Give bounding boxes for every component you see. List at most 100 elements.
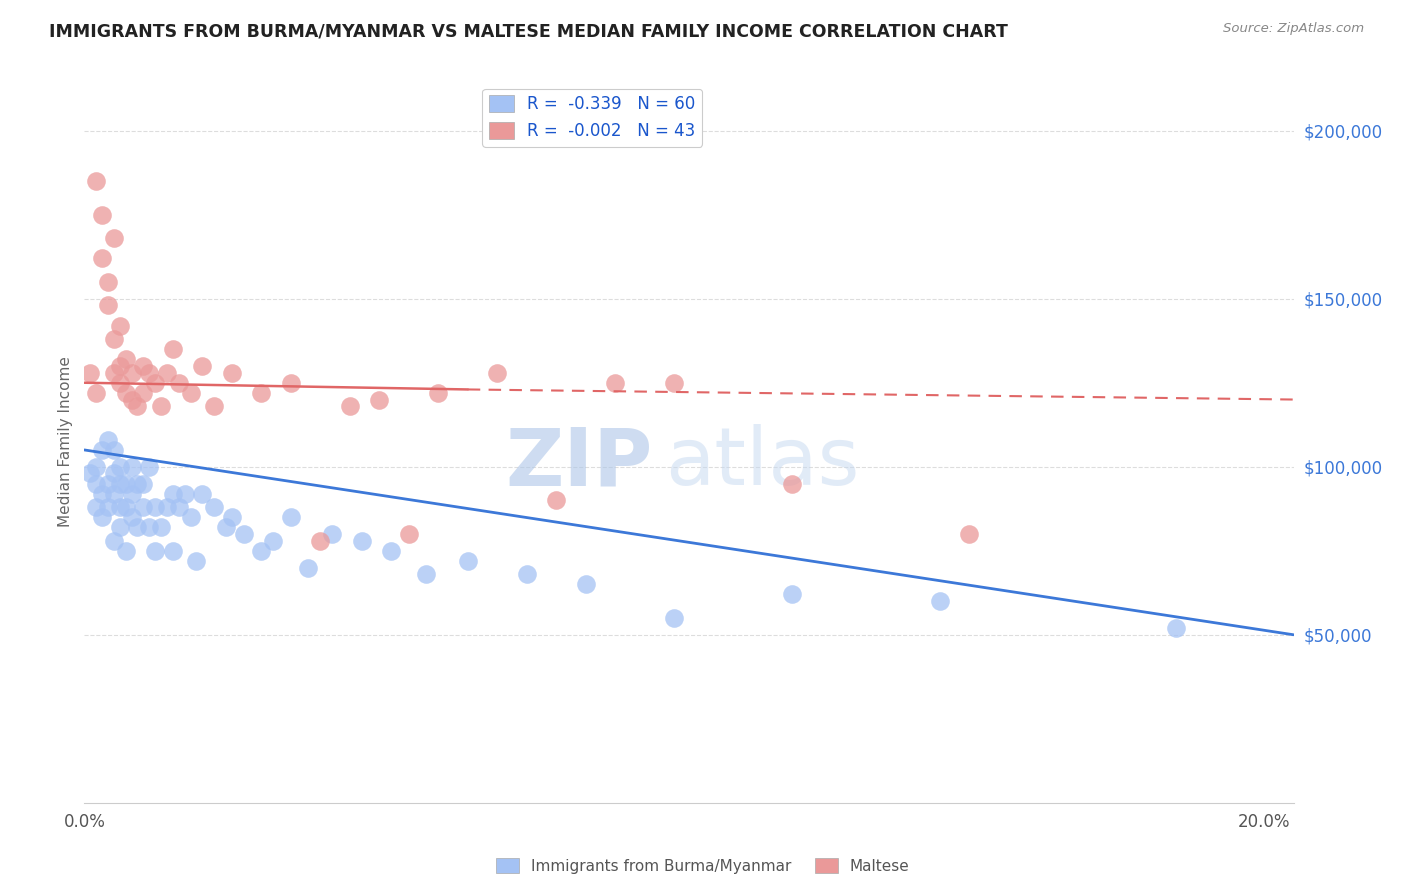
Point [297, 560, 319, 574]
Point [221, 510, 243, 524]
Point [97, 476, 120, 491]
Point [121, 510, 143, 524]
Point [780, 587, 803, 601]
Point [138, 520, 160, 534]
Point [143, 500, 166, 514]
Point [575, 577, 598, 591]
Point [121, 486, 143, 500]
Point [957, 527, 980, 541]
Point [127, 520, 149, 534]
Point [546, 493, 568, 508]
Point [186, 554, 208, 568]
Point [516, 567, 538, 582]
Point [250, 385, 273, 400]
Point [167, 500, 190, 514]
Point [114, 476, 136, 491]
Point [664, 376, 686, 390]
Point [143, 376, 166, 390]
Point [162, 543, 184, 558]
Point [103, 231, 125, 245]
Point [97, 433, 120, 447]
Point [191, 486, 214, 500]
Y-axis label: Median Family Income: Median Family Income [58, 356, 73, 527]
Text: ZIP: ZIP [505, 425, 652, 502]
Point [91, 486, 114, 500]
Point [132, 476, 155, 491]
Point [114, 385, 136, 400]
Text: atlas: atlas [665, 425, 859, 502]
Point [91, 208, 114, 222]
Point [150, 520, 173, 534]
Point [380, 543, 402, 558]
Point [114, 500, 136, 514]
Point [191, 359, 214, 373]
Point [1164, 621, 1187, 635]
Point [121, 366, 143, 380]
Point [127, 399, 149, 413]
Point [121, 392, 143, 407]
Point [138, 366, 160, 380]
Point [309, 533, 332, 548]
Point [114, 352, 136, 367]
Point [262, 533, 284, 548]
Point [150, 399, 173, 413]
Point [108, 520, 131, 534]
Point [138, 459, 160, 474]
Point [162, 486, 184, 500]
Point [103, 467, 125, 481]
Point [91, 252, 114, 266]
Point [486, 366, 509, 380]
Point [339, 399, 361, 413]
Point [280, 510, 302, 524]
Point [215, 520, 238, 534]
Point [321, 527, 343, 541]
Point [605, 376, 627, 390]
Point [103, 442, 125, 457]
Point [415, 567, 437, 582]
Point [84, 476, 107, 491]
Point [180, 510, 202, 524]
Legend: R =  -0.339   N = 60, R =  -0.002   N = 43: R = -0.339 N = 60, R = -0.002 N = 43 [482, 88, 702, 146]
Point [780, 476, 803, 491]
Point [132, 500, 155, 514]
Point [108, 500, 131, 514]
Point [84, 385, 107, 400]
Point [250, 543, 273, 558]
Point [103, 332, 125, 346]
Point [114, 543, 136, 558]
Point [108, 476, 131, 491]
Point [398, 527, 420, 541]
Point [108, 376, 131, 390]
Point [91, 510, 114, 524]
Point [162, 342, 184, 356]
Text: Source: ZipAtlas.com: Source: ZipAtlas.com [1223, 22, 1364, 36]
Point [132, 359, 155, 373]
Point [108, 459, 131, 474]
Point [427, 385, 450, 400]
Point [121, 459, 143, 474]
Point [180, 385, 202, 400]
Point [127, 476, 149, 491]
Point [103, 366, 125, 380]
Point [156, 366, 179, 380]
Point [108, 318, 131, 333]
Point [97, 298, 120, 312]
Point [84, 174, 107, 188]
Point [167, 376, 190, 390]
Point [202, 500, 225, 514]
Legend: Immigrants from Burma/Myanmar, Maltese: Immigrants from Burma/Myanmar, Maltese [491, 852, 915, 880]
Point [280, 376, 302, 390]
Point [84, 500, 107, 514]
Point [457, 554, 479, 568]
Text: IMMIGRANTS FROM BURMA/MYANMAR VS MALTESE MEDIAN FAMILY INCOME CORRELATION CHART: IMMIGRANTS FROM BURMA/MYANMAR VS MALTESE… [49, 22, 1008, 40]
Point [928, 594, 950, 608]
Point [368, 392, 391, 407]
Point [156, 500, 179, 514]
Point [143, 543, 166, 558]
Point [103, 533, 125, 548]
Point [350, 533, 373, 548]
Point [97, 275, 120, 289]
Point [79, 467, 101, 481]
Point [108, 359, 131, 373]
Point [132, 385, 155, 400]
